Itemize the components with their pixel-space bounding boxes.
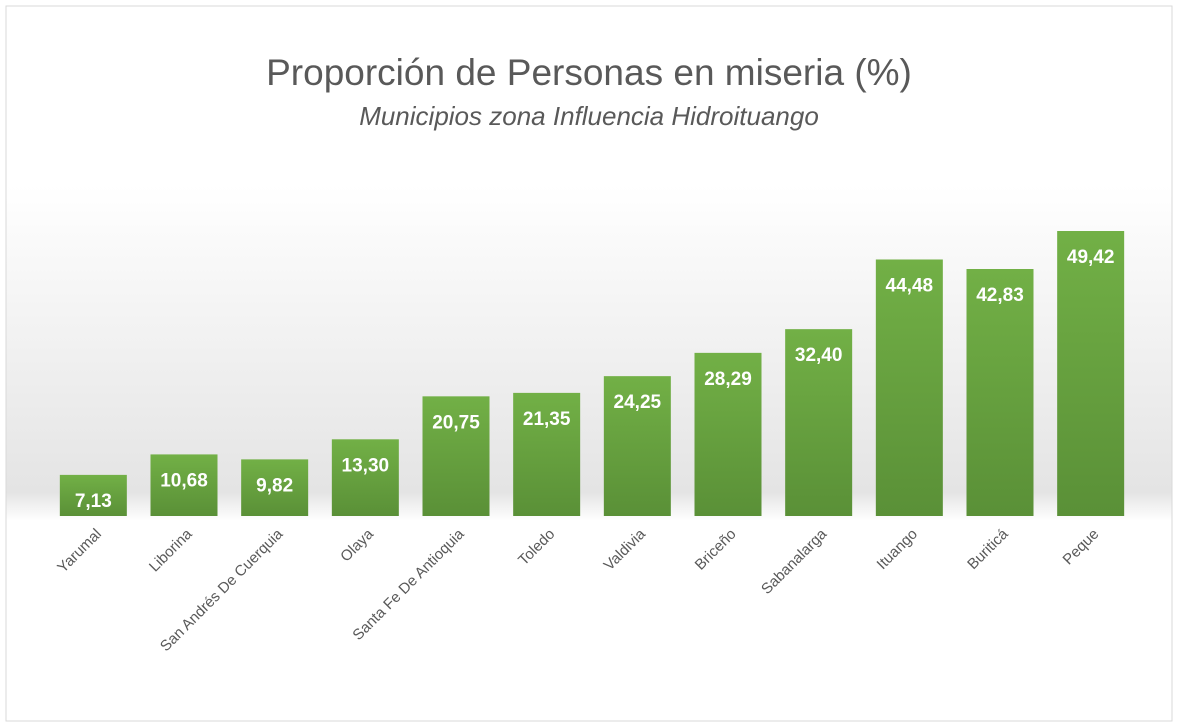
data-label: 9,82 xyxy=(256,475,293,496)
bar xyxy=(875,259,943,516)
bar xyxy=(513,392,581,516)
chart-subtitle: Municipios zona Influencia Hidroituango xyxy=(359,101,819,131)
bar xyxy=(603,376,671,516)
data-label: 42,83 xyxy=(976,285,1024,306)
bar xyxy=(331,439,399,516)
chart-title: Proporción de Personas en miseria (%) xyxy=(266,52,912,93)
data-label: 13,30 xyxy=(342,455,390,476)
bar xyxy=(1057,231,1125,516)
bar xyxy=(422,396,490,516)
data-label: 24,25 xyxy=(614,392,662,413)
data-label: 44,48 xyxy=(886,276,934,297)
bar xyxy=(966,269,1034,516)
bar xyxy=(694,352,762,516)
bar xyxy=(150,454,218,516)
bar xyxy=(785,329,853,516)
data-label: 28,29 xyxy=(704,369,752,390)
data-label: 21,35 xyxy=(523,409,571,430)
data-label: 49,42 xyxy=(1067,247,1115,268)
data-label: 32,40 xyxy=(795,345,843,366)
data-label: 10,68 xyxy=(160,470,208,491)
bar xyxy=(241,459,309,516)
bar xyxy=(59,474,127,516)
data-label: 20,75 xyxy=(432,412,480,433)
data-label: 7,13 xyxy=(75,491,112,512)
